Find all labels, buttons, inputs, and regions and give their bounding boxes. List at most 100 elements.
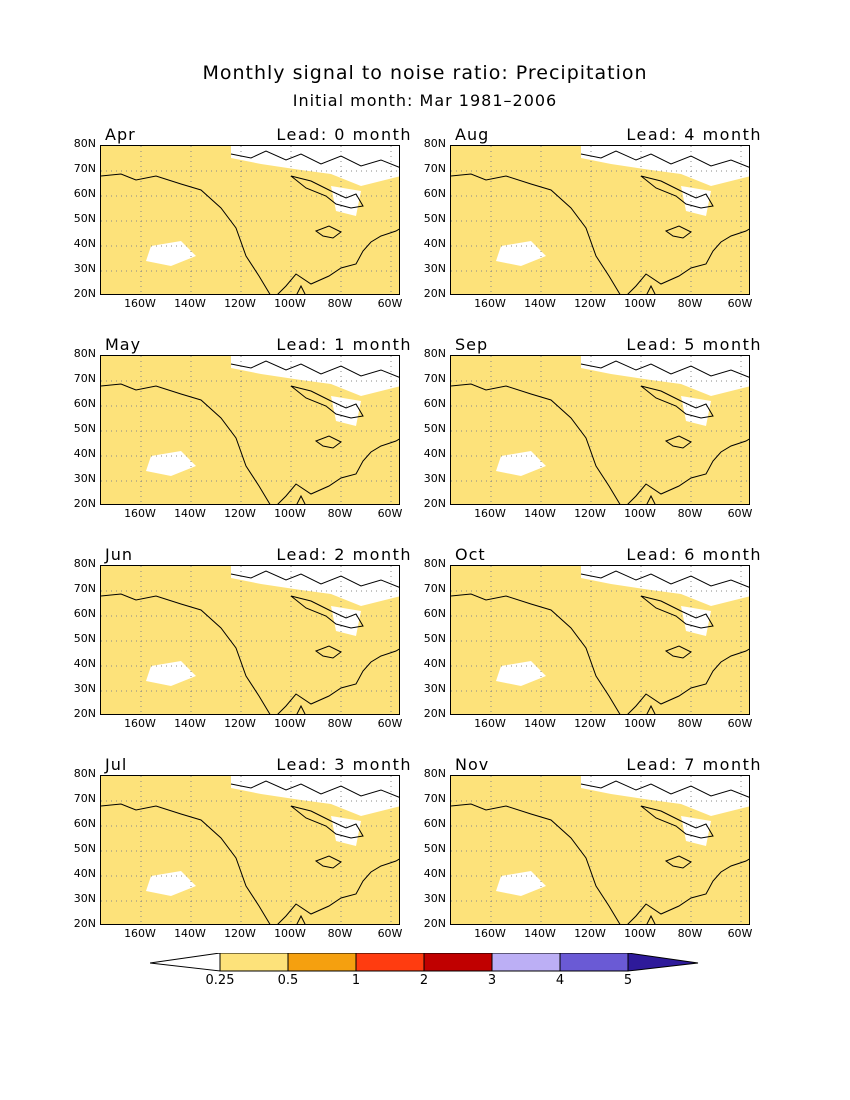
low-signal-region (331, 606, 361, 636)
colorbar-segment (559, 952, 629, 972)
latitude-tick-label: 50N (423, 422, 446, 435)
longitude-tick-label: 120W (224, 717, 256, 730)
latitude-tick-label: 50N (423, 842, 446, 855)
panel-lead-label: Lead: 3 month (276, 755, 412, 774)
coastline (290, 175, 364, 209)
longitude-tick-label: 60W (377, 927, 403, 940)
longitude-tick-label: 100W (274, 717, 306, 730)
low-signal-region (581, 146, 749, 186)
coastline (664, 225, 692, 239)
coastline (627, 228, 749, 294)
map-panel: Jul Lead: 3 month 80N 70N 60N 50N 40N 30N 20N 160… (74, 755, 420, 940)
map-panel: Nov Lead: 7 month 80N 70N 60N 50N 40N 30N 20N 160… (424, 755, 770, 940)
longitude-tick-label: 160W (124, 297, 156, 310)
latitude-tick-label: 70N (73, 582, 96, 595)
coastline (451, 383, 621, 504)
longitude-tick-label: 140W (174, 717, 206, 730)
map-plot-area (450, 145, 750, 295)
coastline (230, 150, 399, 168)
latitude-tick-label: 40N (423, 237, 446, 250)
longitude-tick-label: 120W (574, 717, 606, 730)
coastline (277, 438, 399, 504)
map-svg (101, 566, 399, 714)
map-plot-area (100, 145, 400, 295)
map-svg (101, 146, 399, 294)
longitude-tick-label: 60W (727, 297, 753, 310)
longitude-tick-label: 100W (624, 297, 656, 310)
latitude-tick-label: 60N (73, 187, 96, 200)
coastline (101, 383, 271, 504)
latitude-tick-label: 80N (73, 347, 96, 360)
longitude-tick-label: 80W (327, 927, 353, 940)
colorbar-segment (287, 952, 357, 972)
map-plot-area (100, 355, 400, 505)
low-signal-region (331, 396, 361, 426)
coastline (646, 704, 656, 714)
coastline (296, 704, 306, 714)
coastline (640, 175, 714, 209)
longitude-tick-label: 60W (377, 717, 403, 730)
coastline (277, 858, 399, 924)
latitude-tick-label: 30N (73, 472, 96, 485)
longitude-tick-label: 100W (624, 507, 656, 520)
latitude-tick-label: 20N (73, 497, 96, 510)
colorbar-tick-label: 5 (623, 973, 633, 988)
colorbar-svg (149, 952, 699, 972)
longitude-tick-label: 160W (124, 927, 156, 940)
colorbar-high-arrow (627, 952, 699, 972)
map-svg (101, 356, 399, 504)
panel-month-label: Jul (105, 755, 128, 774)
coastline (664, 435, 692, 449)
coastline (664, 855, 692, 869)
panel-lead-label: Lead: 1 month (276, 335, 412, 354)
latitude-tick-label: 30N (73, 892, 96, 905)
page-title: Monthly signal to noise ratio: Precipita… (202, 62, 648, 84)
map-panel: Apr Lead: 0 month 80N 70N 60N 50N 40N 30N 20N 160… (74, 125, 420, 310)
low-signal-region (496, 451, 546, 476)
coastline (640, 595, 714, 629)
latitude-tick-label: 80N (423, 347, 446, 360)
coastline (314, 645, 342, 659)
coastline (314, 435, 342, 449)
latitude-tick-label: 20N (423, 917, 446, 930)
coastline (101, 173, 271, 294)
longitude-tick-label: 80W (677, 507, 703, 520)
longitude-tick-label: 140W (524, 297, 556, 310)
latitude-tick-label: 80N (423, 767, 446, 780)
colorbar-legend: 0.25 0.5 1 2 3 4 5 (149, 952, 700, 993)
map-panel: Aug Lead: 4 month 80N 70N 60N 50N 40N 30N 20N 160… (424, 125, 770, 310)
coastline (314, 855, 342, 869)
longitude-tick-label: 100W (274, 297, 306, 310)
coastline (646, 494, 656, 504)
latitude-tick-label: 50N (73, 422, 96, 435)
colorbar-tick-label: 0.25 (205, 973, 235, 988)
panel-lead-label: Lead: 4 month (626, 125, 762, 144)
latitude-tick-label: 70N (423, 582, 446, 595)
low-signal-region (231, 776, 399, 816)
colorbar-segment (355, 952, 425, 972)
latitude-tick-label: 60N (73, 397, 96, 410)
panel-lead-label: Lead: 7 month (626, 755, 762, 774)
map-plot-area (450, 565, 750, 715)
longitude-tick-label: 160W (124, 717, 156, 730)
coastline (646, 284, 656, 294)
latitude-tick-label: 70N (423, 372, 446, 385)
longitude-tick-label: 80W (677, 297, 703, 310)
colorbar-low-arrow (149, 952, 221, 972)
low-signal-region (681, 816, 711, 846)
low-signal-region (231, 146, 399, 186)
latitude-tick-label: 30N (73, 682, 96, 695)
colorbar-segment (491, 952, 561, 972)
coastline (296, 284, 306, 294)
latitude-tick-label: 20N (423, 497, 446, 510)
colorbar-tick-label: 1 (351, 973, 361, 988)
page-subtitle: Initial month: Mar 1981–2006 (292, 91, 558, 110)
latitude-tick-label: 80N (423, 137, 446, 150)
latitude-tick-label: 60N (423, 397, 446, 410)
colorbar-tick-label: 4 (555, 973, 565, 988)
longitude-tick-label: 120W (224, 297, 256, 310)
latitude-tick-label: 60N (73, 817, 96, 830)
panel-month-label: Apr (105, 125, 136, 144)
latitude-tick-label: 30N (423, 892, 446, 905)
low-signal-region (581, 356, 749, 396)
